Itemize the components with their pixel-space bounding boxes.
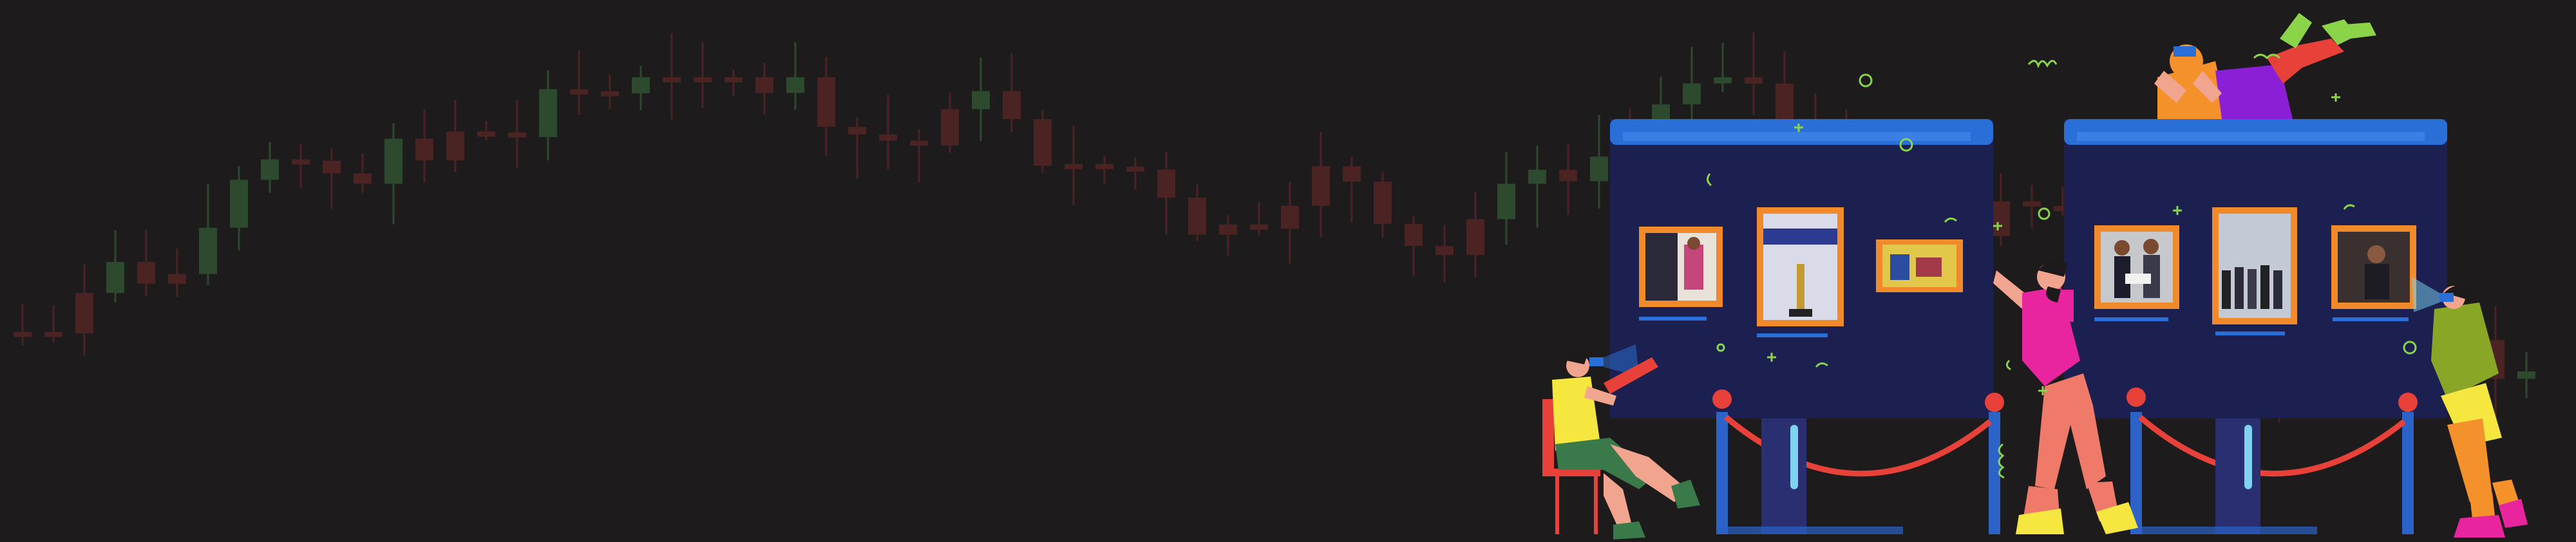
candle-body <box>1559 169 1577 182</box>
candle-body <box>199 227 217 274</box>
candle-body <box>1497 183 1515 220</box>
candle-body <box>1590 156 1608 182</box>
candle-body <box>632 77 650 93</box>
candle-body <box>1312 166 1330 206</box>
candle-body <box>694 77 712 82</box>
candle-body <box>261 159 279 180</box>
candle-body <box>570 89 588 95</box>
candle-body <box>1435 246 1454 256</box>
candle-body <box>817 77 835 127</box>
candle-body <box>1466 219 1484 256</box>
candle-body <box>323 160 341 174</box>
right-photo-3 <box>2331 225 2416 309</box>
seated-viewer-figure <box>1542 344 1700 539</box>
candle-body <box>786 77 804 93</box>
candle-body <box>106 261 124 294</box>
candle-body <box>1126 166 1144 172</box>
left-photo-1 <box>1639 227 1723 307</box>
candle-body <box>1281 205 1299 229</box>
candle-body <box>1034 119 1052 166</box>
right-photo-2 <box>2212 207 2297 324</box>
candle-body <box>601 91 619 97</box>
candle-body <box>292 159 310 165</box>
candle-body <box>539 89 557 137</box>
binoculars-visitor-figure <box>2412 277 2528 537</box>
candle-body <box>14 332 32 337</box>
right-stanchions <box>2126 388 2418 534</box>
candle-body <box>1776 83 1794 120</box>
candle-body <box>972 91 990 109</box>
candle-body <box>941 109 959 145</box>
right-display-board <box>2064 119 2447 534</box>
candle-body <box>1683 83 1701 105</box>
candle-body <box>1714 77 1732 84</box>
candle-body <box>2517 371 2535 379</box>
candle-body <box>354 173 372 184</box>
candle-body <box>1157 169 1175 198</box>
candle-body <box>848 126 866 135</box>
left-photo-3 <box>1876 239 1963 292</box>
candle-body <box>230 180 248 228</box>
candle-body <box>1528 169 1546 184</box>
candle-body <box>2023 201 2041 207</box>
left-stanchions <box>1712 389 2004 534</box>
candle-body <box>663 77 681 82</box>
candle-body <box>1250 224 1268 230</box>
candle-body <box>1065 164 1083 169</box>
candle-body <box>1343 166 1361 182</box>
candle-body <box>1188 197 1206 235</box>
candle-body <box>446 131 464 161</box>
candle-body <box>910 140 928 146</box>
candle-body <box>879 134 897 141</box>
candle-body <box>44 332 62 337</box>
candle-body <box>1992 201 2010 236</box>
candle-body <box>1219 224 1237 235</box>
candle-body <box>137 261 155 284</box>
right-photo-1 <box>2094 225 2179 309</box>
candle-body <box>1095 164 1113 169</box>
candle-body <box>1374 182 1392 224</box>
decorative-sparkles <box>1707 53 2417 479</box>
candle-body <box>755 77 773 93</box>
candle-body <box>1003 91 1021 120</box>
left-photo-2 <box>1757 207 1844 326</box>
candle-body <box>168 274 186 284</box>
candle-body <box>477 131 495 137</box>
candle-body <box>1405 223 1423 247</box>
candle-body <box>1745 77 1763 84</box>
standing-visitor-figure <box>1993 260 2138 534</box>
candle-body <box>415 138 433 161</box>
candle-body <box>75 293 93 333</box>
candle-body <box>724 77 743 82</box>
lying-person-figure <box>2154 13 2376 119</box>
candle-body <box>508 132 526 138</box>
left-display-board <box>1610 119 2004 534</box>
candle-body <box>2054 205 2072 211</box>
candle-body <box>384 138 402 184</box>
